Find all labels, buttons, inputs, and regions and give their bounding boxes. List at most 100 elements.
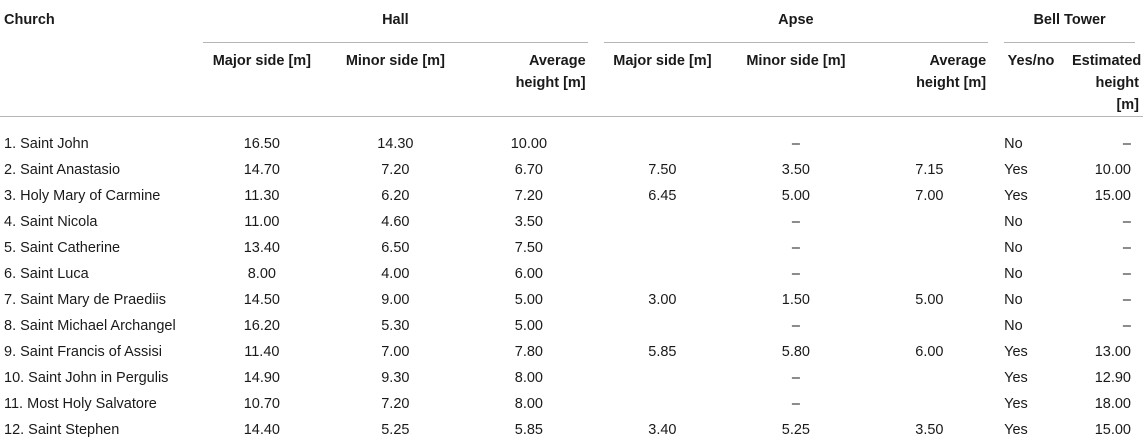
hall-group-header: Hall: [195, 0, 596, 50]
bell-tower-yesno-cell: No: [996, 209, 1066, 235]
bell-tower-height-cell: 12.90: [1066, 365, 1143, 391]
hall-major-side-header: Major side [m]: [195, 50, 329, 117]
hall-major-cell: 13.40: [195, 235, 329, 261]
apse-major-cell: 6.45: [596, 183, 730, 209]
apse-minor-cell: –: [729, 117, 863, 158]
church-name-cell: 2. Saint Anastasio: [0, 157, 195, 183]
hall-major-cell: 16.20: [195, 313, 329, 339]
hall-avg-height-cell: 7.20: [462, 183, 596, 209]
church-name-cell: 12. Saint Stephen: [0, 417, 195, 443]
apse-minor-cell: 5.25: [729, 417, 863, 443]
bell-tower-height-cell: 13.00: [1066, 339, 1143, 365]
hall-minor-cell: 7.20: [329, 157, 463, 183]
bell-tower-height-cell: 18.00: [1066, 391, 1143, 417]
church-subheader-empty: [0, 50, 195, 117]
apse-avg-height-cell: [863, 117, 997, 158]
apse-major-cell: [596, 391, 730, 417]
apse-avg-height-cell: 3.50: [863, 417, 997, 443]
apse-major-cell: [596, 209, 730, 235]
bell-tower-group-header: Bell Tower: [996, 0, 1143, 50]
church-name-cell: 11. Most Holy Salvatore: [0, 391, 195, 417]
bell-tower-yesno-cell: Yes: [996, 417, 1066, 443]
hall-avg-line2: height [m]: [516, 75, 586, 91]
bell-tower-height-cell: 10.00: [1066, 157, 1143, 183]
apse-group-header: Apse: [596, 0, 997, 50]
bell-tower-yesno-cell: No: [996, 261, 1066, 287]
apse-avg-height-cell: [863, 391, 997, 417]
bell-tower-height-cell: –: [1066, 209, 1143, 235]
bell-tower-yesno-cell: No: [996, 287, 1066, 313]
apse-group-label: Apse: [604, 12, 989, 43]
bell-tower-height-cell: –: [1066, 287, 1143, 313]
church-name-cell: 6. Saint Luca: [0, 261, 195, 287]
hall-avg-height-cell: 8.00: [462, 391, 596, 417]
apse-major-cell: [596, 313, 730, 339]
apse-avg-height-cell: [863, 313, 997, 339]
hall-minor-cell: 6.20: [329, 183, 463, 209]
apse-major-cell: [596, 261, 730, 287]
hall-minor-cell: 7.20: [329, 391, 463, 417]
bell-tower-group-label: Bell Tower: [1004, 12, 1135, 43]
hall-avg-height-cell: 7.80: [462, 339, 596, 365]
hall-minor-cell: 4.60: [329, 209, 463, 235]
hall-major-cell: 14.50: [195, 287, 329, 313]
apse-minor-cell: 5.80: [729, 339, 863, 365]
bell-tower-yesno-cell: Yes: [996, 157, 1066, 183]
church-column-header: Church: [0, 0, 195, 50]
apse-avg-height-cell: 5.00: [863, 287, 997, 313]
hall-major-cell: 14.70: [195, 157, 329, 183]
bell-tower-height-cell: –: [1066, 261, 1143, 287]
hall-minor-cell: 9.30: [329, 365, 463, 391]
apse-major-cell: 3.40: [596, 417, 730, 443]
church-name-cell: 3. Holy Mary of Carmine: [0, 183, 195, 209]
bell-tower-yesno-header: Yes/no: [996, 50, 1066, 117]
apse-minor-cell: –: [729, 365, 863, 391]
church-name-cell: 10. Saint John in Pergulis: [0, 365, 195, 391]
apse-minor-cell: –: [729, 209, 863, 235]
apse-avg-height-cell: [863, 261, 997, 287]
apse-minor-cell: –: [729, 261, 863, 287]
bell-tower-yesno-cell: Yes: [996, 339, 1066, 365]
hall-avg-height-cell: 6.00: [462, 261, 596, 287]
apse-avg-line1: Average: [929, 53, 986, 69]
church-name-cell: 1. Saint John: [0, 117, 195, 158]
apse-major-cell: [596, 235, 730, 261]
church-name-cell: 7. Saint Mary de Praediis: [0, 287, 195, 313]
apse-minor-cell: 5.00: [729, 183, 863, 209]
apse-major-cell: 5.85: [596, 339, 730, 365]
apse-minor-side-header: Minor side [m]: [729, 50, 863, 117]
apse-minor-cell: 1.50: [729, 287, 863, 313]
bell-tower-height-cell: –: [1066, 313, 1143, 339]
church-name-cell: 5. Saint Catherine: [0, 235, 195, 261]
apse-major-cell: [596, 365, 730, 391]
hall-major-cell: 14.40: [195, 417, 329, 443]
hall-major-cell: 10.70: [195, 391, 329, 417]
church-name-cell: 9. Saint Francis of Assisi: [0, 339, 195, 365]
bell-tower-height-cell: 15.00: [1066, 417, 1143, 443]
apse-minor-cell: –: [729, 313, 863, 339]
hall-group-label: Hall: [203, 12, 588, 43]
bell-tower-height-cell: –: [1066, 117, 1143, 158]
apse-average-height-header: Average height [m]: [863, 50, 997, 117]
hall-major-cell: 8.00: [195, 261, 329, 287]
hall-major-cell: 11.30: [195, 183, 329, 209]
apse-avg-height-cell: [863, 365, 997, 391]
apse-avg-height-cell: 7.00: [863, 183, 997, 209]
hall-minor-cell: 14.30: [329, 117, 463, 158]
bell-tower-yesno-cell: No: [996, 117, 1066, 158]
bell-tower-yesno-cell: Yes: [996, 365, 1066, 391]
apse-avg-line2: height [m]: [916, 75, 986, 91]
